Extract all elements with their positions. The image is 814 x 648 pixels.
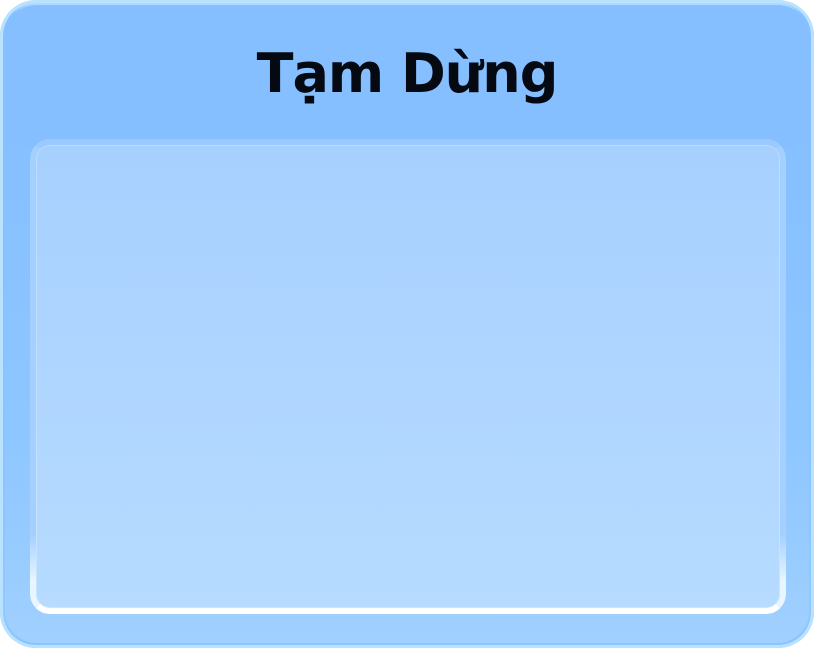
dialog-title: Tạm Dừng: [256, 42, 559, 105]
dialog-content-panel: [30, 139, 786, 614]
